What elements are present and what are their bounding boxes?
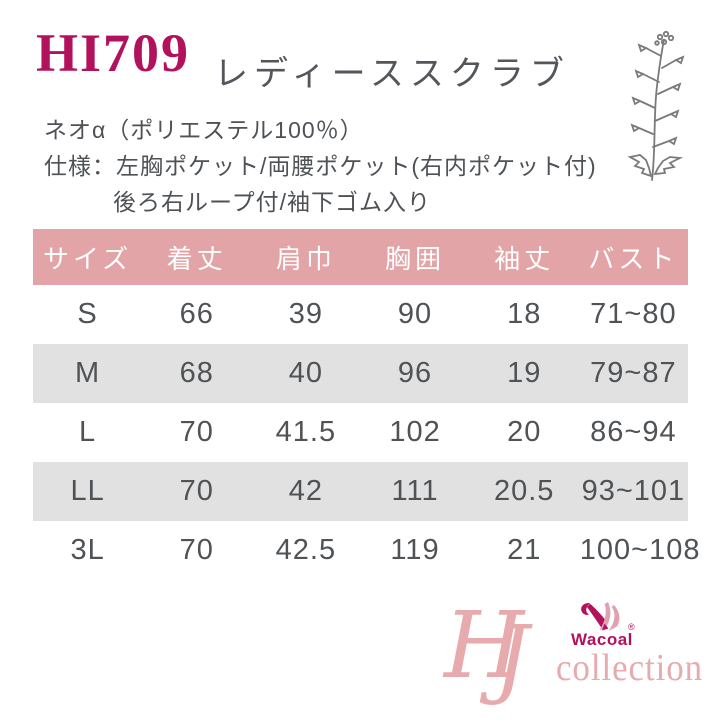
cell-chest: 111 bbox=[360, 462, 470, 521]
product-code: HI709 bbox=[36, 23, 191, 83]
cell-shoulder: 39 bbox=[251, 285, 361, 344]
column-header-length: 着丈 bbox=[142, 229, 252, 285]
cell-sleeve: 18 bbox=[469, 285, 579, 344]
cell-size: LL bbox=[33, 462, 143, 521]
cell-size: L bbox=[33, 403, 143, 462]
hj-initials: HJ bbox=[444, 600, 529, 702]
registered-trademark-icon: ® bbox=[628, 622, 635, 632]
hj-collection-logo: ® Wacoal HJ collection bbox=[438, 598, 708, 716]
size-row-s: S 66 39 90 18 71~80 bbox=[33, 285, 688, 344]
size-row-m: M 68 40 96 19 79~87 bbox=[33, 344, 688, 403]
cell-size: S bbox=[33, 285, 143, 344]
cell-chest: 96 bbox=[360, 344, 470, 403]
product-description: ネオα（ポリエステル100％） 仕様：左胸ポケット/両腰ポケット(右内ポケット付… bbox=[44, 112, 597, 220]
hj-initial-j: J bbox=[494, 608, 529, 708]
material-line: ネオα（ポリエステル100％） bbox=[44, 117, 364, 143]
cell-bust: 71~80 bbox=[578, 285, 688, 344]
cell-chest: 90 bbox=[360, 285, 470, 344]
cell-bust: 93~101 bbox=[578, 462, 688, 521]
column-header-shoulder: 肩巾 bbox=[251, 229, 361, 285]
cell-chest: 119 bbox=[360, 521, 470, 580]
product-name: レディーススクラブ bbox=[214, 55, 570, 93]
cell-sleeve: 19 bbox=[469, 344, 579, 403]
size-row-l: L 70 41.5 102 20 86~94 bbox=[33, 403, 688, 462]
size-table-header-row: サイズ 着丈 肩巾 胸囲 袖丈 バスト bbox=[33, 229, 688, 285]
wacoal-bird-icon bbox=[581, 602, 620, 631]
cell-length: 70 bbox=[142, 403, 252, 462]
column-header-sleeve: 袖丈 bbox=[469, 229, 579, 285]
cell-chest: 102 bbox=[360, 403, 470, 462]
size-table: サイズ 着丈 肩巾 胸囲 袖丈 バスト S 66 39 90 18 71~80 … bbox=[33, 229, 699, 580]
cell-shoulder: 41.5 bbox=[251, 403, 361, 462]
cell-sleeve: 21 bbox=[469, 521, 579, 580]
cell-shoulder: 42.5 bbox=[251, 521, 361, 580]
cell-length: 66 bbox=[142, 285, 252, 344]
cell-bust: 100~108 bbox=[578, 521, 699, 580]
cell-length: 70 bbox=[142, 462, 252, 521]
cell-sleeve: 20 bbox=[469, 403, 579, 462]
spec-line-2: 後ろ右ループ付/袖下ゴム入り bbox=[113, 189, 432, 215]
spec-line-1: 仕様：左胸ポケット/両腰ポケット(右内ポケット付) bbox=[44, 153, 597, 179]
size-row-3l: 3L 70 42.5 119 21 100~108 bbox=[33, 521, 699, 580]
cell-sleeve: 20.5 bbox=[469, 462, 579, 521]
hj-initial-h: H bbox=[444, 592, 525, 699]
column-header-size: サイズ bbox=[33, 229, 143, 285]
size-row-ll: LL 70 42 111 20.5 93~101 bbox=[33, 462, 688, 521]
cell-bust: 86~94 bbox=[578, 403, 688, 462]
cell-size: 3L bbox=[33, 521, 143, 580]
cell-size: M bbox=[33, 344, 143, 403]
botanical-sprig-illustration bbox=[627, 30, 685, 181]
cell-bust: 79~87 bbox=[578, 344, 688, 403]
column-header-bust: バスト bbox=[578, 229, 688, 285]
column-header-chest: 胸囲 bbox=[360, 229, 470, 285]
cell-shoulder: 40 bbox=[251, 344, 361, 403]
cell-length: 68 bbox=[142, 344, 252, 403]
wacoal-wordmark: Wacoal bbox=[571, 630, 633, 649]
cell-length: 70 bbox=[142, 521, 252, 580]
cell-shoulder: 42 bbox=[251, 462, 361, 521]
collection-wordmark: collection bbox=[556, 647, 704, 689]
